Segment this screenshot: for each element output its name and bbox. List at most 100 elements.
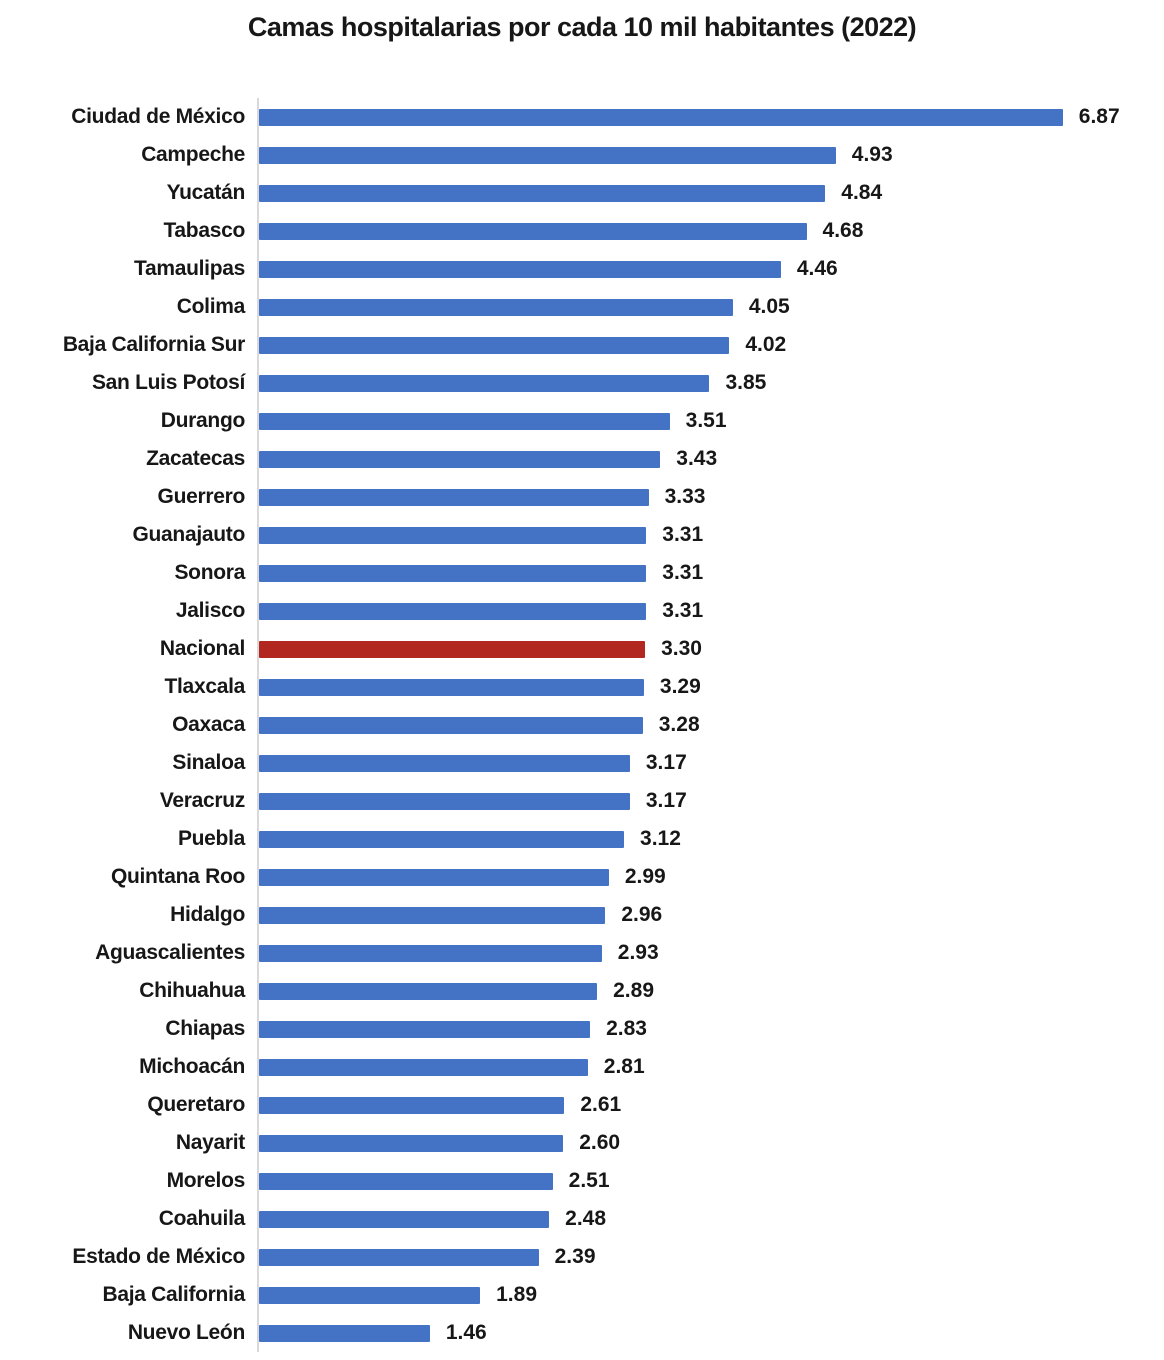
value-label: 4.84 [841,181,883,204]
bar [259,868,609,886]
bar-row: Nacional 3.30 [0,630,1164,668]
bar-row: Nuevo León 1.46 [0,1314,1164,1352]
bar [259,678,644,696]
bar-row: Morelos 2.51 [0,1162,1164,1200]
bar-track: 4.84 [245,181,1164,205]
bar-track: 4.46 [245,257,1164,281]
value-label: 3.17 [645,751,687,774]
bar-track: 3.17 [245,751,1164,775]
chart-title: Camas hospitalarias por cada 10 mil habi… [247,12,917,42]
bar-row: Guerrero 3.33 [0,478,1164,516]
bar [259,1096,565,1114]
bar-row: Queretaro 2.61 [0,1086,1164,1124]
value-label: 2.39 [554,1245,596,1268]
value-label: 2.81 [603,1055,645,1078]
bar [259,944,602,962]
bar-row: Veracruz 3.17 [0,782,1164,820]
bar-track: 2.89 [245,979,1164,1003]
bar-row: Baja California 1.89 [0,1276,1164,1314]
bar [259,906,606,924]
bar [259,1324,430,1342]
bar [259,374,710,392]
bar-row: Coahuila 2.48 [0,1200,1164,1238]
value-label: 3.17 [645,789,687,812]
bar-track: 3.30 [245,637,1164,661]
value-label: 2.61 [580,1093,622,1116]
bar-track: 4.02 [245,333,1164,357]
bar-row: Sonora 3.31 [0,554,1164,592]
value-label: 4.05 [748,295,790,318]
bar-track: 2.60 [245,1131,1164,1155]
bar-row: Tabasco 4.68 [0,212,1164,250]
category-label: Guanajauto [132,523,245,546]
bar-row: Tamaulipas 4.46 [0,250,1164,288]
category-label: Ciudad de México [71,105,245,128]
bar-highlighted [259,640,646,658]
category-label: Michoacán [139,1055,245,1078]
category-label: Nuevo León [127,1321,245,1344]
category-label: Guerrero [157,485,246,508]
category-label: Chiapas [165,1017,245,1040]
category-label: Oaxaca [172,713,245,736]
category-label: Queretaro [147,1093,245,1116]
bar-track: 2.61 [245,1093,1164,1117]
value-label: 3.33 [664,485,706,508]
bar-row: Nayarit 2.60 [0,1124,1164,1162]
value-label: 2.48 [565,1207,607,1230]
category-label: Baja California [102,1283,245,1306]
bar-track: 1.89 [245,1283,1164,1307]
value-label: 6.87 [1078,105,1120,128]
bar [259,1172,553,1190]
bar [259,412,670,430]
category-label: Campeche [141,143,245,166]
bar-row: Yucatán 4.84 [0,174,1164,212]
category-label: Estado de México [72,1245,245,1268]
value-label: 3.85 [725,371,767,394]
category-label: Puebla [177,827,245,850]
value-label: 1.46 [445,1321,487,1344]
value-label: 2.83 [606,1017,647,1040]
category-label: Veracruz [159,789,245,812]
bar [259,1248,539,1266]
bar [259,488,649,506]
bar [259,1134,564,1152]
bar-row: Sinaloa 3.17 [0,744,1164,782]
category-label: Coahuila [158,1207,246,1230]
bar [259,792,630,810]
category-label: Sinaloa [172,751,245,774]
category-label: Zacatecas [146,447,245,470]
bar-row: Jalisco 3.31 [0,592,1164,630]
bar-row: Zacatecas 3.43 [0,440,1164,478]
value-label: 2.99 [624,865,666,888]
bar-row: Hidalgo 2.96 [0,896,1164,934]
bar-track: 3.31 [245,561,1164,585]
value-label: 3.30 [661,637,702,660]
value-label: 2.60 [579,1131,621,1154]
value-label: 3.51 [685,409,727,432]
bar-row: Campeche 4.93 [0,136,1164,174]
bar-row: Tlaxcala 3.29 [0,668,1164,706]
plot-area: Ciudad de México 6.87 Campeche 4.93 Yucatán 4… [0,98,1164,1352]
category-label: Morelos [166,1169,246,1192]
bar-track: 2.83 [245,1017,1164,1041]
bar-track: 3.29 [245,675,1164,699]
value-label: 1.89 [496,1283,537,1306]
bar [259,982,598,1000]
category-label: Sonora [174,561,245,584]
value-label: 4.68 [822,219,864,242]
value-label: 3.28 [658,713,700,736]
bar-track: 3.31 [245,523,1164,547]
bar-track: 2.48 [245,1207,1164,1231]
bar [259,1286,481,1304]
bar-row: Michoacán 2.81 [0,1048,1164,1086]
category-label: Chihuahua [139,979,245,1002]
bar-row: Ciudad de México 6.87 [0,98,1164,136]
value-label: 2.96 [621,903,663,926]
y-axis-line [257,98,259,1352]
value-label: 3.29 [659,675,701,698]
bar [259,184,826,202]
category-label: Jalisco [175,599,245,622]
bar-track: 2.81 [245,1055,1164,1079]
category-label: Tabasco [163,219,245,242]
bar [259,146,836,164]
